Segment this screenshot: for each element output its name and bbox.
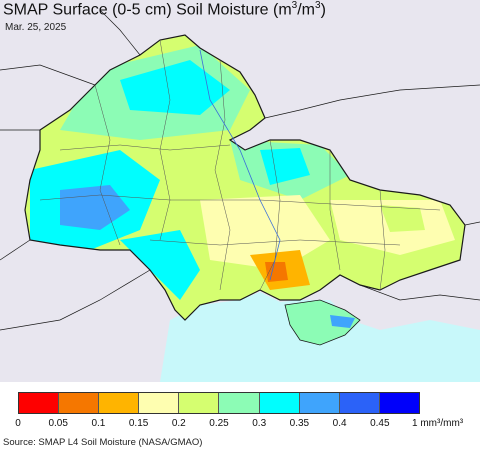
legend-tick-label: 0.15 xyxy=(128,418,149,429)
legend-swatch xyxy=(219,393,260,413)
rivers xyxy=(199,49,281,281)
legend-swatch xyxy=(99,393,140,413)
crimea xyxy=(284,299,361,346)
map-date: Mar. 25, 2025 xyxy=(5,22,67,33)
legend-tick-label: 0 xyxy=(15,418,21,429)
legend-tick-label: 0.4 xyxy=(332,418,347,429)
country-border xyxy=(24,34,466,321)
legend-swatch xyxy=(259,393,300,413)
crimea-wet-patch xyxy=(330,315,355,328)
legend-swatch xyxy=(59,393,100,413)
legend-tick-label: 0.1 xyxy=(91,418,106,429)
legend-tick-label: 0.2 xyxy=(171,418,186,429)
legend-ticks: 0 0.05 0.1 0.15 0.2 0.25 0.3 0.35 0.4 0.45 1 mm³/m… xyxy=(0,418,480,432)
legend-swatch xyxy=(299,393,340,413)
legend-swatch xyxy=(379,393,419,413)
color-legend xyxy=(18,392,420,414)
legend-tick-label: 0.45 xyxy=(370,418,390,429)
soil-moisture-map xyxy=(0,0,480,382)
map-title: SMAP Surface (0-5 cm) Soil Moisture (m3/… xyxy=(3,0,326,19)
source-credit: Source: SMAP L4 Soil Moisture (NASA/GMAO… xyxy=(3,437,203,448)
admin-borders xyxy=(39,39,441,291)
legend-tick-label: 0.3 xyxy=(252,418,267,429)
legend-tick-label: 0.35 xyxy=(289,418,310,429)
legend-tick-label: 0.05 xyxy=(48,418,68,429)
legend-swatch xyxy=(339,393,380,413)
legend-swatch xyxy=(179,393,220,413)
legend-tick-label: 0.25 xyxy=(209,418,229,429)
neighbour-borders xyxy=(0,9,480,331)
legend-swatch xyxy=(139,393,180,413)
legend-tick-label: 1 mm³/mm³ xyxy=(412,418,464,429)
legend-swatch xyxy=(19,393,60,413)
